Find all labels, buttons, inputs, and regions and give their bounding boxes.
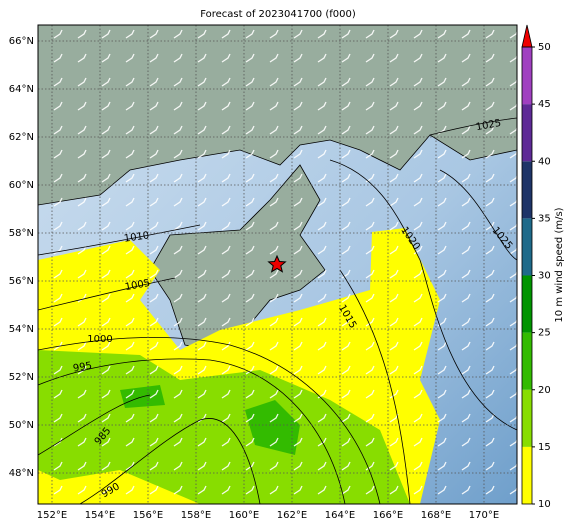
marker-star bbox=[267, 254, 287, 273]
lat-label: 66°N bbox=[9, 36, 34, 47]
colorbar-tick-label: 20 bbox=[538, 385, 551, 396]
lon-label: 154°E bbox=[85, 510, 115, 521]
colorbar-band bbox=[522, 161, 532, 219]
colorbar-band bbox=[522, 275, 532, 333]
colorbar-tick-label: 35 bbox=[538, 213, 551, 224]
lon-label: 168°E bbox=[421, 510, 451, 521]
colorbar-tick-label: 15 bbox=[538, 442, 551, 453]
isobar-label: 1025 bbox=[475, 118, 502, 133]
lat-label: 56°N bbox=[9, 276, 34, 287]
colorbar-tick-label: 50 bbox=[538, 42, 551, 53]
lat-label: 50°N bbox=[9, 420, 34, 431]
colorbar-band bbox=[522, 47, 532, 105]
colorbar: 10 15 20 25 30 35 40 45 50 bbox=[521, 24, 551, 510]
lon-label: 170°E bbox=[469, 510, 499, 521]
isobar-label: 1000 bbox=[87, 334, 112, 345]
lat-label: 54°N bbox=[9, 324, 34, 335]
title: Forecast of 2023041700 (f000) bbox=[200, 9, 356, 20]
colorbar-tick-label: 25 bbox=[538, 328, 551, 339]
isobar-label: 1005 bbox=[124, 278, 151, 293]
lat-label: 62°N bbox=[9, 132, 34, 143]
colorbar-label: 10 m wind speed (m/s) bbox=[554, 207, 565, 322]
colorbar-extend bbox=[521, 24, 533, 48]
graticule bbox=[38, 25, 517, 504]
isobars bbox=[38, 117, 517, 504]
lon-label: 166°E bbox=[373, 510, 403, 521]
colorbar-band bbox=[522, 218, 532, 276]
lat-label: 52°N bbox=[9, 372, 34, 383]
lon-label: 152°E bbox=[37, 510, 67, 521]
colorbar-tick-label: 30 bbox=[538, 271, 551, 282]
map-frame bbox=[37, 24, 518, 505]
lon-label: 156°E bbox=[133, 510, 163, 521]
lon-label: 164°E bbox=[325, 510, 355, 521]
colorbar-tick-label: 45 bbox=[538, 99, 551, 110]
lat-label: 64°N bbox=[9, 84, 34, 95]
lat-label: 48°N bbox=[9, 468, 34, 479]
lon-label: 162°E bbox=[277, 510, 307, 521]
lat-label: 58°N bbox=[9, 228, 34, 239]
isobar-label: 995 bbox=[72, 360, 93, 374]
axis-labels: 152°E 154°E 156°E 158°E 160°E 162°E 164°E 166°E… bbox=[9, 36, 499, 521]
colorbar-tick-label: 10 bbox=[538, 499, 551, 510]
lon-label: 160°E bbox=[229, 510, 259, 521]
lon-label: 158°E bbox=[181, 510, 211, 521]
lat-label: 60°N bbox=[9, 180, 34, 191]
colorbar-tick-label: 40 bbox=[538, 156, 551, 167]
isobar-label: 1010 bbox=[123, 230, 150, 244]
colorbar-frame bbox=[521, 46, 533, 505]
colorbar-band bbox=[522, 332, 532, 390]
colorbar-band bbox=[522, 446, 532, 504]
colorbar-band bbox=[522, 389, 532, 447]
colorbar-band bbox=[522, 104, 532, 162]
